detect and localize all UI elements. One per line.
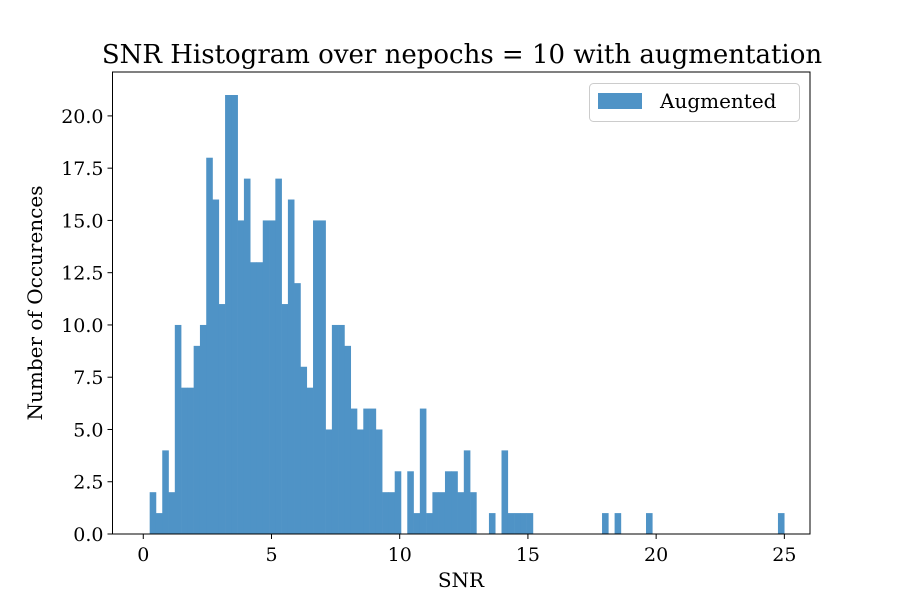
histogram-bar (155, 513, 163, 534)
x-tick-label: 25 (772, 544, 796, 566)
histogram-bar (363, 408, 370, 534)
histogram-bar (281, 304, 289, 534)
legend-label: Augmented (659, 89, 777, 113)
histogram-bar (313, 220, 320, 534)
histogram-bar (212, 199, 220, 534)
histogram-bar (262, 220, 270, 534)
histogram-bar (369, 408, 377, 534)
x-tick-label: 20 (644, 544, 668, 566)
x-tick-label: 10 (388, 544, 412, 566)
chart-title: SNR Histogram over nepochs = 10 with aug… (102, 40, 823, 70)
histogram-bar (413, 513, 421, 534)
histogram-bar (325, 429, 333, 534)
x-axis-ticks: 0 5 10 15 20 25 (137, 534, 796, 566)
histogram-bar (162, 450, 169, 534)
histogram-bar (350, 408, 358, 534)
y-tick-label: 7.5 (73, 367, 103, 389)
histogram-bar (319, 220, 326, 534)
histogram-bar (256, 262, 264, 534)
histogram-bar (507, 513, 515, 534)
histogram-bar (407, 471, 414, 534)
histogram-bar (470, 492, 477, 534)
y-axis-ticks: 0.0 2.5 5.0 7.5 10.0 12.5 15.0 17.5 20.0 (61, 106, 113, 546)
x-tick-label: 0 (137, 544, 149, 566)
histogram-bar (250, 262, 257, 534)
legend-swatch (598, 93, 642, 109)
legend: Augmented (589, 83, 800, 122)
histogram-bar (375, 429, 383, 534)
histogram-bar (199, 324, 207, 534)
y-tick-label: 20.0 (61, 106, 103, 128)
histogram-bar (187, 387, 194, 534)
x-tick-label: 15 (516, 544, 540, 566)
histogram-bar (225, 95, 232, 534)
histogram-bar (520, 513, 527, 534)
histogram-bar (287, 199, 295, 534)
histogram-bar (338, 324, 345, 534)
histogram-bar (269, 220, 276, 534)
y-tick-label: 2.5 (73, 472, 103, 494)
plot-frame (112, 71, 811, 535)
histogram-bar (388, 492, 395, 534)
y-tick-label: 0.0 (73, 524, 103, 546)
histogram-bar (451, 471, 458, 534)
histogram-bar (438, 492, 446, 534)
x-axis-label: SNR (438, 568, 485, 592)
histogram-bar (394, 471, 402, 534)
histogram-bar (344, 345, 352, 534)
histogram-bar (168, 492, 176, 534)
histogram-bar (149, 492, 157, 534)
histogram-bar (419, 408, 427, 534)
histogram-bar (463, 450, 471, 534)
histogram-bar (181, 387, 188, 534)
histogram-bar (614, 513, 622, 534)
x-tick-label: 5 (265, 544, 277, 566)
y-tick-label: 12.5 (61, 263, 103, 285)
histogram-bar (514, 513, 521, 534)
bars-layer (149, 95, 785, 534)
histogram-bar (382, 492, 389, 534)
histogram-bar (193, 345, 201, 534)
histogram-bar (457, 492, 465, 534)
histogram-bar (206, 157, 213, 534)
histogram-bar (275, 178, 282, 534)
histogram-bar (426, 513, 433, 534)
histogram-bar (488, 513, 496, 534)
y-tick-label: 5.0 (73, 419, 103, 441)
histogram-bar (331, 324, 339, 534)
histogram-bar (306, 387, 314, 534)
histogram-bar (237, 220, 245, 534)
histogram-bar (294, 283, 301, 534)
histogram-bar (300, 366, 308, 534)
histogram-bar (444, 471, 452, 534)
histogram-bar (218, 304, 226, 534)
histogram-bar (243, 178, 251, 534)
histogram-bar (357, 429, 364, 534)
y-tick-label: 15.0 (61, 210, 103, 232)
histogram-bar (646, 513, 653, 534)
histogram-bar (777, 513, 785, 534)
histogram-bar (602, 513, 609, 534)
y-tick-label: 10.0 (61, 315, 103, 337)
y-tick-label: 17.5 (61, 158, 103, 180)
histogram-bar (501, 450, 509, 534)
histogram-bar (432, 492, 439, 534)
histogram-bar (231, 95, 238, 534)
y-axis-label: Number of Occurences (23, 186, 47, 421)
histogram-bar (526, 513, 534, 534)
histogram-bar (174, 324, 182, 534)
